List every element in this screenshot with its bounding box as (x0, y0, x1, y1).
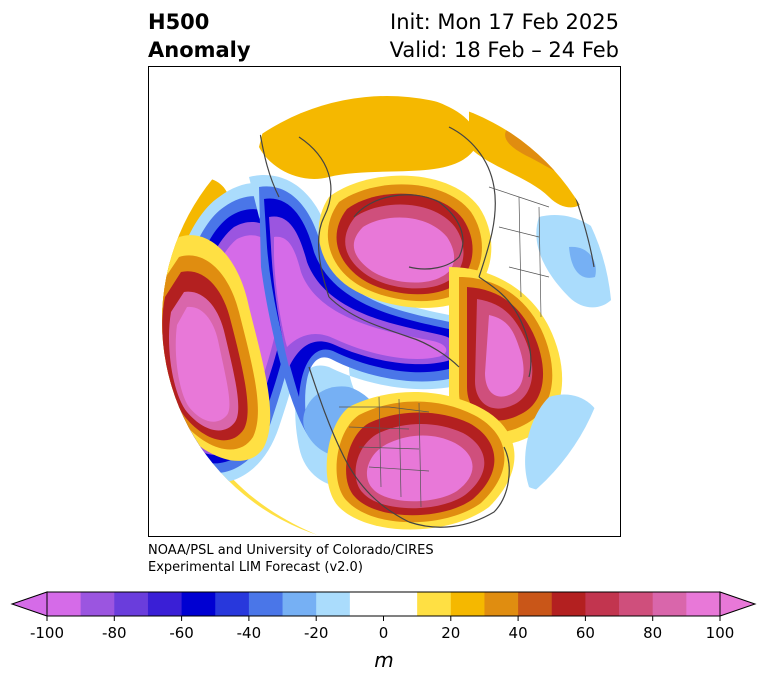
colorbar-swatch (518, 592, 553, 616)
colorbar-swatch (80, 592, 115, 616)
colorbar-over-arrow (719, 591, 757, 617)
colorbar-tick-label: -80 (102, 624, 127, 640)
credit-line-1: NOAA/PSL and University of Colorado/CIRE… (148, 543, 434, 558)
colorbar-swatch (551, 592, 586, 616)
colorbar-tick-label: 40 (509, 624, 528, 640)
positive-anomaly-east (326, 267, 563, 530)
colorbar-tick-label: -40 (237, 624, 262, 640)
anomaly-map (148, 66, 621, 537)
colorbar-tick-label: 80 (643, 624, 662, 640)
colorbar-tick-label: -60 (169, 624, 194, 640)
political-borders (339, 186, 550, 508)
colorbar-swatch (47, 592, 82, 616)
colorbar-swatch (450, 592, 485, 616)
colorbar-tick-label: -100 (30, 624, 64, 640)
anomaly-field (162, 96, 612, 536)
colorbar-swatch (248, 592, 284, 616)
title-variable: H500 (148, 10, 210, 34)
colorbar-swatch (652, 592, 687, 616)
colorbar-swatch (686, 592, 721, 616)
map-svg (162, 96, 612, 536)
init-date: Init: Mon 17 Feb 2025 (390, 10, 619, 34)
colorbar-swatch (619, 592, 654, 616)
colorbar-swatch (215, 592, 250, 616)
colorbar-swatch (114, 592, 149, 616)
colorbar-swatch (349, 592, 418, 616)
colorbar-tick-label: 0 (379, 624, 389, 640)
colorbar: -100 -80 -60 -40 -20 0 20 40 60 80 100 (10, 591, 757, 640)
valid-range: Valid: 18 Feb – 24 Feb (389, 38, 619, 62)
colorbar-swatch (484, 592, 519, 616)
colorbar-swatch (316, 592, 351, 616)
credit-text: NOAA/PSL and University of Colorado/CIRE… (148, 542, 434, 576)
colorbar-swatch (282, 592, 317, 616)
colorbar-swatch (147, 592, 183, 616)
colorbar-tick-label: 20 (441, 624, 460, 640)
credit-line-2: Experimental LIM Forecast (v2.0) (148, 560, 363, 575)
colorbar-under-arrow (10, 591, 48, 617)
positive-anomaly-west (162, 235, 271, 461)
colorbar-tick-label: -20 (304, 624, 329, 640)
colorbar-tick-label: 60 (576, 624, 595, 640)
forecast-dates: Init: Mon 17 Feb 2025 Valid: 18 Feb – 24… (390, 8, 619, 64)
colorbar-tick-label: 100 (706, 624, 735, 640)
colorbar-unit: m (374, 648, 394, 672)
chart-title: H500 Anomaly (148, 8, 251, 64)
title-field: Anomaly (148, 38, 251, 62)
colorbar-swatch (181, 592, 216, 616)
positive-anomaly-arctic (318, 175, 492, 308)
colorbar-swatch (417, 592, 452, 616)
colorbar-swatch (585, 592, 620, 616)
